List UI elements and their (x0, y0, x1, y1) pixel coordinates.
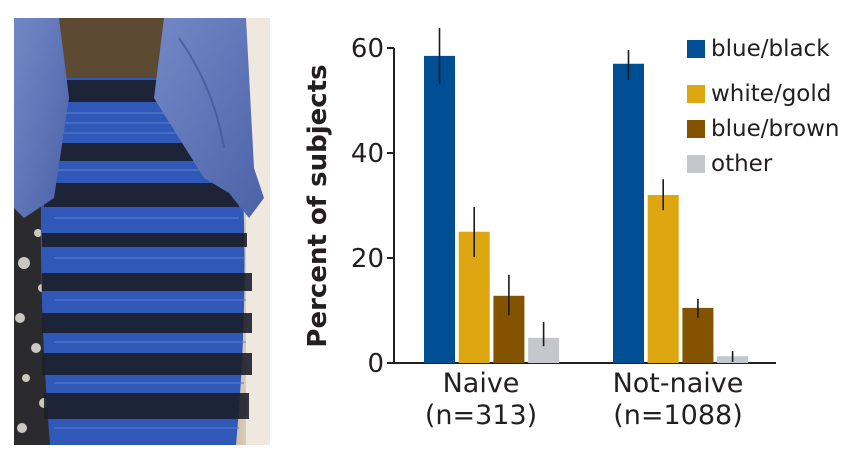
legend-item-blue-black: blue/black (687, 34, 830, 64)
category-name: Not-naive (612, 368, 744, 399)
y-ticks (387, 47, 394, 259)
legend-swatch-blue-black (687, 40, 705, 58)
y-tick-0: 0 (367, 349, 384, 379)
legend-label: other (711, 151, 773, 177)
y-tick-40: 40 (351, 139, 384, 169)
legend-swatch-other (687, 155, 705, 173)
bars-group (424, 28, 749, 363)
y-axis-title: Percent of subjects (303, 64, 333, 347)
y-tick-60: 60 (351, 34, 384, 64)
dress-photo (14, 18, 270, 445)
bar-blue-black-naive (424, 55, 455, 363)
bar-blue-black-not-naive (613, 63, 644, 363)
legend-item-other: other (687, 149, 772, 179)
bar-white-gold-not-naive (647, 195, 679, 363)
category-sample-size: (n=313) (424, 400, 538, 431)
dress-image (14, 18, 270, 445)
category-label-naive: Naive (n=313) (381, 368, 581, 432)
legend-label: blue/black (711, 36, 830, 62)
category-sample-size: (n=1088) (613, 400, 743, 431)
legend-swatch-white-gold (687, 85, 705, 103)
y-tick-20: 20 (351, 244, 384, 274)
legend-item-white-gold: white/gold (687, 79, 831, 109)
category-label-not-naive: Not-naive (n=1088) (578, 368, 778, 432)
legend-label: blue/brown (711, 116, 840, 142)
legend-item-blue-brown: blue/brown (687, 114, 839, 144)
legend-swatch-blue-brown (687, 120, 705, 138)
legend-label: white/gold (711, 81, 832, 107)
category-name: Naive (442, 368, 520, 399)
